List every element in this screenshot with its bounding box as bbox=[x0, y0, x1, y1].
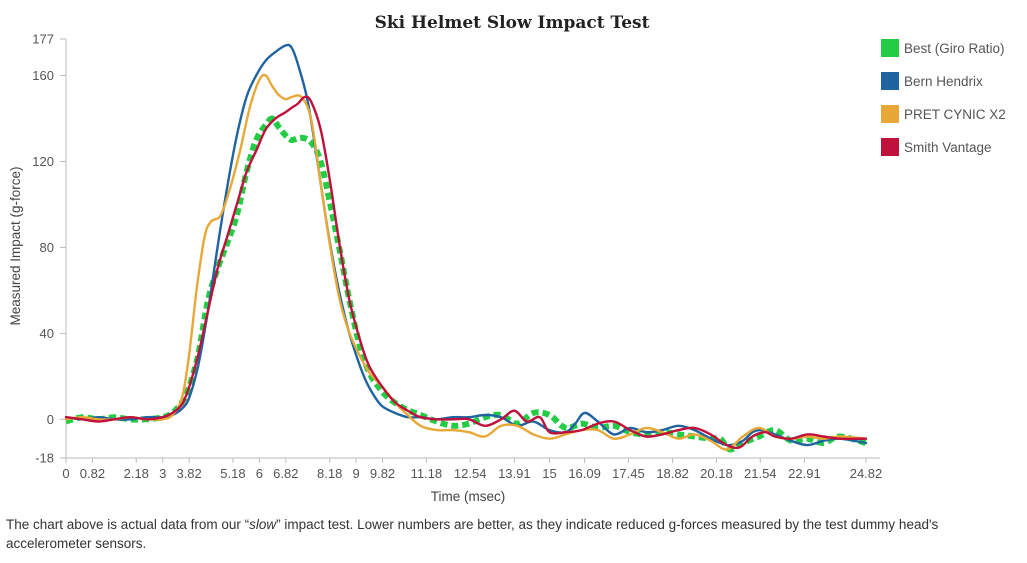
x-tick-label: 8.18 bbox=[317, 466, 342, 481]
legend-label: Bern Hendrix bbox=[904, 74, 983, 89]
y-tick-label: 177 bbox=[32, 32, 54, 47]
legend-swatch bbox=[881, 72, 899, 90]
series-line-4 bbox=[64, 95, 868, 450]
x-tick-label: 6 bbox=[256, 466, 263, 481]
x-tick-label: 5.18 bbox=[220, 466, 245, 481]
y-tick-label: 120 bbox=[32, 154, 54, 169]
legend-label: Best (Giro Ratio) bbox=[904, 41, 1005, 56]
chart-caption: The chart above is actual data from our … bbox=[6, 517, 939, 551]
x-tick-label: 12.54 bbox=[454, 466, 487, 481]
x-tick-label: 20.18 bbox=[700, 466, 733, 481]
chart-title: Ski Helmet Slow Impact Test bbox=[375, 13, 650, 33]
legend-label: Smith Vantage bbox=[904, 140, 992, 155]
chart-axes bbox=[65, 39, 880, 459]
y-tick-label: 160 bbox=[32, 68, 54, 83]
series-lines bbox=[64, 43, 868, 453]
x-tick-label: 16.09 bbox=[568, 466, 601, 481]
x-axis-title: Time (msec) bbox=[431, 489, 506, 504]
legend-swatch bbox=[881, 105, 899, 123]
x-tick-label: 9 bbox=[352, 466, 359, 481]
caption-emphasis: slow bbox=[249, 517, 277, 532]
x-tick-label: 0 bbox=[62, 466, 69, 481]
x-tick-label: 0.82 bbox=[80, 466, 105, 481]
series-line-1 bbox=[65, 115, 867, 453]
legend-label: PRET CYNIC X2 bbox=[904, 107, 1006, 122]
chart-legend: Best (Giro Ratio) Bern Hendrix PRET CYNIC … bbox=[881, 39, 1006, 156]
x-tick-label: 18.82 bbox=[656, 466, 689, 481]
x-tick-label: 22.91 bbox=[788, 466, 821, 481]
x-tick-label: 21.54 bbox=[744, 466, 777, 481]
x-axis-ticks: 0 0.82 2.18 3 3.82 5.18 6 6.82 8.18 9 9.82 11.18 12.… bbox=[62, 458, 882, 481]
x-tick-label: 11.18 bbox=[411, 466, 443, 481]
x-tick-label: 24.82 bbox=[850, 466, 883, 481]
legend-swatch bbox=[881, 39, 899, 57]
y-tick-label: 80 bbox=[40, 240, 54, 255]
x-tick-label: 2.18 bbox=[124, 466, 149, 481]
y-tick-label: 40 bbox=[40, 326, 54, 341]
x-tick-label: 13.91 bbox=[498, 466, 531, 481]
x-tick-label: 3.82 bbox=[176, 466, 201, 481]
x-tick-label: 3 bbox=[159, 466, 166, 481]
x-tick-label: 9.82 bbox=[370, 466, 395, 481]
y-axis-ticks: -18 0 40 80 120 160 177 bbox=[32, 32, 66, 466]
series-line-3 bbox=[64, 73, 868, 451]
y-tick-label: 0 bbox=[47, 412, 54, 427]
y-axis-title: Measured Impact (g-force) bbox=[8, 166, 23, 325]
impact-chart: Ski Helmet Slow Impact Test -18 0 40 80 120 1… bbox=[8, 13, 1006, 504]
legend-swatch bbox=[881, 138, 899, 156]
x-tick-label: 15 bbox=[542, 466, 556, 481]
x-tick-label: 6.82 bbox=[273, 466, 298, 481]
series-line-2 bbox=[64, 43, 868, 447]
y-tick-label: -18 bbox=[35, 451, 54, 466]
x-tick-label: 17.45 bbox=[612, 466, 645, 481]
